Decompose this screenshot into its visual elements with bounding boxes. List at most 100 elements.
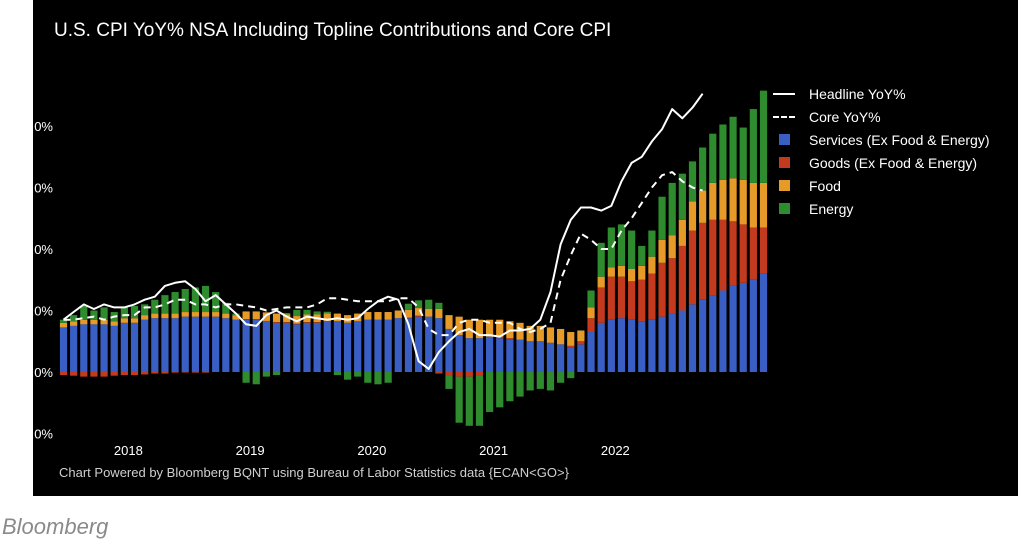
bar-segment <box>668 235 676 259</box>
bar-segment <box>120 372 128 376</box>
legend-label: Energy <box>809 200 854 217</box>
bar-segment <box>739 282 747 372</box>
bar-segment <box>557 344 565 372</box>
bar-segment <box>384 312 392 320</box>
bar-segment <box>648 256 656 274</box>
bar-segment <box>759 273 768 372</box>
bar-segment <box>374 312 382 320</box>
bar-segment <box>414 315 423 317</box>
bar-segment <box>100 324 108 372</box>
bar-segment <box>759 227 768 274</box>
bar-segment <box>120 318 128 323</box>
bar-segment <box>90 310 98 320</box>
bar-segment <box>506 339 514 372</box>
bar-segment <box>80 319 88 325</box>
bar-segment <box>607 319 615 372</box>
bar-segment <box>688 230 697 305</box>
bar-segment <box>384 319 392 372</box>
bar-segment <box>354 321 362 372</box>
bar-segment <box>283 312 291 315</box>
bar-segment <box>648 230 656 257</box>
bar-segment <box>414 316 423 372</box>
bar-segment <box>343 322 352 372</box>
bar-segment <box>658 196 666 240</box>
bar-segment <box>354 372 362 377</box>
bar-segment <box>567 372 575 379</box>
bar-segment <box>425 299 433 309</box>
bar-segment <box>526 341 534 372</box>
bar-segment <box>638 265 646 280</box>
y-tick-label: 8.0% <box>33 119 53 134</box>
bar-segment <box>242 372 250 383</box>
bar-segment <box>587 318 595 333</box>
bar-segment <box>496 319 504 337</box>
bar-segment <box>729 178 737 222</box>
bar-segment <box>181 312 189 317</box>
bar-segment <box>577 344 585 372</box>
bar-segment <box>262 312 270 321</box>
bar-segment <box>455 376 463 423</box>
legend-label: Core YoY% <box>809 108 881 125</box>
x-tick-label: 2022 <box>601 443 630 458</box>
bar-segment <box>70 372 78 376</box>
bar-segment <box>749 182 757 228</box>
bar-segment <box>516 339 524 372</box>
legend-item-food: Food <box>773 174 990 197</box>
bar-segment <box>557 372 565 383</box>
legend-item-goods: Goods (Ex Food & Energy) <box>773 151 990 174</box>
bar-segment <box>638 279 646 322</box>
bar-segment <box>364 372 372 383</box>
bar-segment <box>120 307 128 319</box>
bar-segment <box>567 347 575 372</box>
bar-segment <box>191 312 199 317</box>
legend-label: Services (Ex Food & Energy) <box>809 131 990 148</box>
bar-segment <box>333 321 342 372</box>
bar-segment <box>272 372 281 376</box>
bar-segment <box>688 201 697 231</box>
bar-segment <box>232 315 240 320</box>
bar-segment <box>699 222 707 300</box>
bar-segment <box>161 372 169 374</box>
bar-segment <box>201 312 210 317</box>
bar-segment <box>171 292 179 314</box>
bar-segment <box>688 161 697 202</box>
bar-segment <box>191 287 199 313</box>
bar-segment <box>678 219 686 246</box>
bar-segment <box>445 328 453 372</box>
bar-segment <box>729 221 737 286</box>
bar-segment <box>212 316 220 372</box>
bar-segment <box>628 268 636 282</box>
bar-segment <box>587 307 595 319</box>
bar-segment <box>293 324 301 372</box>
bar-segment <box>546 342 555 372</box>
bar-segment <box>668 313 676 372</box>
bar-segment <box>404 317 413 319</box>
bar-segment <box>252 319 260 320</box>
bar-segment <box>262 321 270 372</box>
bar-segment <box>283 322 291 372</box>
bar-segment <box>70 321 78 326</box>
bar-segment <box>587 332 595 372</box>
bar-segment <box>729 116 737 179</box>
bar-segment <box>699 147 707 191</box>
bar-segment <box>445 315 453 329</box>
bar-segment <box>526 325 534 342</box>
bar-segment <box>151 318 159 372</box>
bar-segment <box>699 190 707 223</box>
bar-segment <box>435 308 443 319</box>
bar-segment <box>759 90 768 183</box>
bar-segment <box>323 320 331 322</box>
bar-segment <box>485 372 494 412</box>
bar-segment <box>628 319 636 372</box>
bar-segment <box>141 304 149 316</box>
bar-segment <box>506 372 514 402</box>
bar-segment <box>567 345 575 348</box>
bar-segment <box>242 311 250 320</box>
bar-segment <box>181 288 189 313</box>
bar-segment <box>648 273 656 320</box>
bar-segment <box>709 295 717 372</box>
bar-segment <box>597 242 605 277</box>
bar-segment <box>100 307 108 320</box>
bar-segment <box>110 325 118 372</box>
legend-box-swatch <box>779 157 790 168</box>
